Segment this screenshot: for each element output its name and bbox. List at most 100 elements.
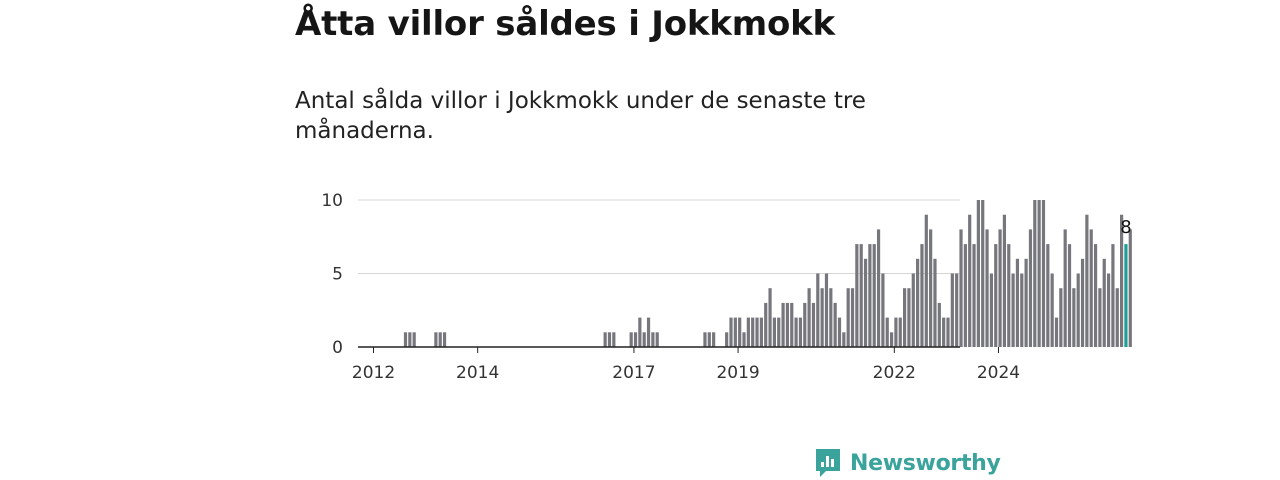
bar (1033, 200, 1037, 347)
bar (712, 332, 716, 347)
labels: 0 5 10 2012 2014 2017 2019 2022 2024 8 (321, 191, 1131, 383)
bar (655, 332, 659, 347)
bar (981, 200, 985, 347)
chart-title: Åtta villor såldes i Jokkmokk (295, 4, 835, 44)
bar (1102, 258, 1106, 347)
bar (1106, 273, 1111, 347)
bar (790, 302, 794, 347)
bar (850, 288, 855, 347)
bar (920, 244, 924, 347)
bar (811, 302, 816, 347)
bar (933, 258, 937, 347)
bar (868, 244, 872, 347)
x-tick-label-2022: 2022 (873, 363, 916, 383)
bar (842, 332, 846, 347)
bar (1007, 244, 1011, 347)
bar (785, 302, 790, 347)
bar (863, 258, 868, 347)
bar (807, 288, 811, 347)
bar (924, 214, 928, 347)
bar (820, 288, 824, 347)
bar (1093, 244, 1098, 347)
bar (725, 332, 729, 347)
bar (942, 317, 946, 347)
bar (859, 244, 863, 347)
bar-highlight (1124, 244, 1128, 347)
bar (989, 273, 993, 347)
bar (703, 332, 707, 347)
x-tick-label-2024: 2024 (977, 363, 1020, 383)
bar (894, 317, 898, 347)
bar (442, 332, 447, 347)
bar (846, 288, 850, 347)
bar (885, 317, 889, 347)
bar (1120, 214, 1124, 347)
x-tick-label-2019: 2019 (716, 363, 759, 383)
bar (985, 229, 989, 347)
bar (746, 317, 750, 347)
bar (889, 332, 894, 347)
bar (994, 244, 998, 347)
bar (751, 317, 755, 347)
bar (1024, 258, 1028, 347)
bar (907, 288, 911, 347)
bar (759, 317, 763, 347)
bar (929, 229, 933, 347)
bar (1063, 229, 1067, 347)
bar (824, 273, 829, 347)
x-tick-label-2017: 2017 (612, 363, 655, 383)
bar (755, 317, 759, 347)
x-tick-label-2012: 2012 (352, 363, 395, 383)
bar (612, 332, 616, 347)
bar (816, 273, 820, 347)
bar (972, 244, 976, 347)
bar (1111, 244, 1115, 347)
bar (1080, 258, 1085, 347)
bar (1046, 244, 1050, 347)
bar (607, 332, 612, 347)
bar (855, 244, 859, 347)
bar (772, 317, 776, 347)
bar (777, 317, 781, 347)
bar (794, 317, 798, 347)
bar (1020, 273, 1024, 347)
bar (872, 244, 876, 347)
bar (937, 302, 941, 347)
bar (798, 317, 803, 347)
bar (833, 302, 837, 347)
bar (803, 302, 807, 347)
bar (742, 332, 746, 347)
bar (1050, 273, 1054, 347)
bar (998, 229, 1002, 347)
x-tick-label-2014: 2014 (456, 363, 499, 383)
bar (955, 273, 959, 347)
bars (403, 200, 1132, 347)
bar (976, 200, 980, 347)
bar (1011, 273, 1015, 347)
bar (903, 288, 907, 347)
bar (1028, 229, 1033, 347)
bar (403, 332, 408, 347)
bar (738, 317, 742, 347)
bar (959, 229, 963, 347)
bar (950, 273, 954, 347)
bar (603, 332, 607, 347)
bar (1041, 200, 1046, 347)
bar (438, 332, 442, 347)
bar (1115, 288, 1119, 347)
bar (764, 302, 768, 347)
bar (638, 317, 642, 347)
bar (408, 332, 412, 347)
bar (1098, 288, 1102, 347)
bar (963, 244, 967, 347)
bar (1085, 214, 1089, 347)
bar-chart: 0 5 10 2012 2014 2017 2019 2022 2024 8 (321, 191, 1132, 383)
bar (642, 332, 646, 347)
axes (358, 346, 999, 353)
bar (946, 317, 950, 347)
y-tick-label-5: 5 (332, 265, 343, 285)
bar (1059, 288, 1063, 347)
bar (707, 332, 711, 347)
bar (911, 273, 915, 347)
